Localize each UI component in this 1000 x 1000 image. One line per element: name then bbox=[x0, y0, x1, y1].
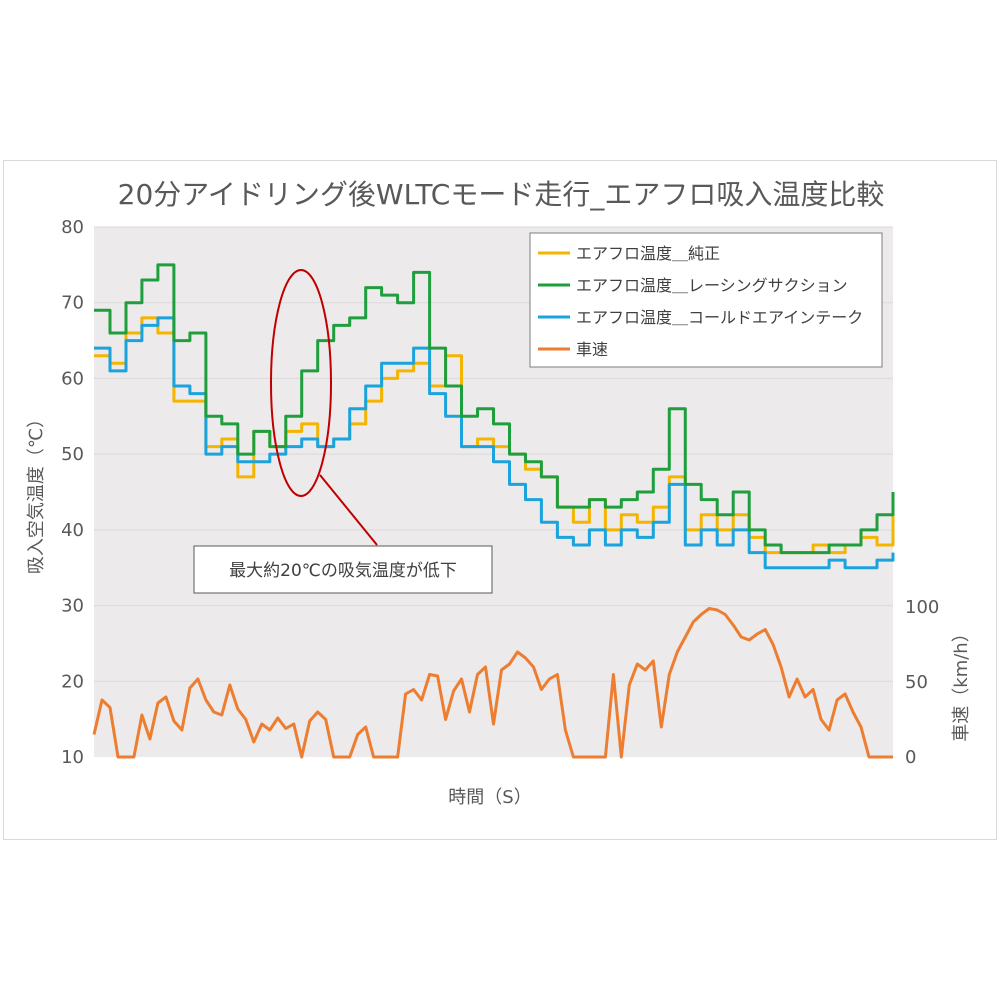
y-tick-label: 60 bbox=[61, 368, 84, 389]
chart-svg: 20分アイドリング後WLTCモード走行_エアフロ吸入温度比較 10 20 30 40 5… bbox=[26, 178, 972, 808]
chart-title: 20分アイドリング後WLTCモード走行_エアフロ吸入温度比較 bbox=[118, 178, 885, 211]
callout-pointer bbox=[319, 474, 378, 546]
y-tick-label: 50 bbox=[61, 444, 84, 465]
y2-tick-label: 50 bbox=[905, 672, 928, 693]
series-layer bbox=[92, 263, 895, 759]
legend-label-1: エアフロ温度＿レーシングサクション bbox=[576, 276, 848, 295]
highlight-ellipse bbox=[270, 269, 332, 497]
y-axis-ticks: 10 20 30 40 50 60 70 80 bbox=[61, 217, 84, 768]
y-tick-label: 10 bbox=[61, 747, 84, 768]
y-tick-label: 70 bbox=[61, 293, 84, 314]
y-tick-label: 30 bbox=[61, 596, 84, 617]
series-line-1 bbox=[94, 263, 895, 555]
legend: エアフロ温度＿純正 エアフロ温度＿レーシングサクション エアフロ温度＿コールドエ… bbox=[529, 232, 883, 368]
chart-frame: 20分アイドリング後WLTCモード走行_エアフロ吸入温度比較 10 20 30 40 5… bbox=[3, 160, 997, 840]
y2-tick-label: 0 bbox=[905, 747, 916, 768]
y2-axis-label: 車速（km/h） bbox=[951, 624, 972, 741]
callout-text: 最大約20℃の吸気温度が低下 bbox=[229, 561, 457, 581]
legend-box bbox=[529, 232, 883, 368]
y-tick-label: 40 bbox=[61, 520, 84, 541]
legend-label-3: 車速 bbox=[576, 340, 608, 359]
legend-label-0: エアフロ温度＿純正 bbox=[576, 244, 720, 263]
callout-box bbox=[193, 545, 493, 594]
y-tick-label: 20 bbox=[61, 671, 84, 692]
y-axis-label: 吸入空気温度（℃） bbox=[26, 410, 47, 574]
y-tick-label: 80 bbox=[61, 217, 84, 238]
y2-tick-label: 100 bbox=[905, 597, 939, 618]
series-line-2 bbox=[94, 316, 895, 570]
legend-label-2: エアフロ温度＿コールドエアインテーク bbox=[576, 308, 863, 327]
series-line-3 bbox=[92, 607, 893, 759]
x-axis-label: 時間（S） bbox=[448, 787, 531, 808]
y2-axis-ticks: 0 50 100 bbox=[905, 597, 939, 768]
